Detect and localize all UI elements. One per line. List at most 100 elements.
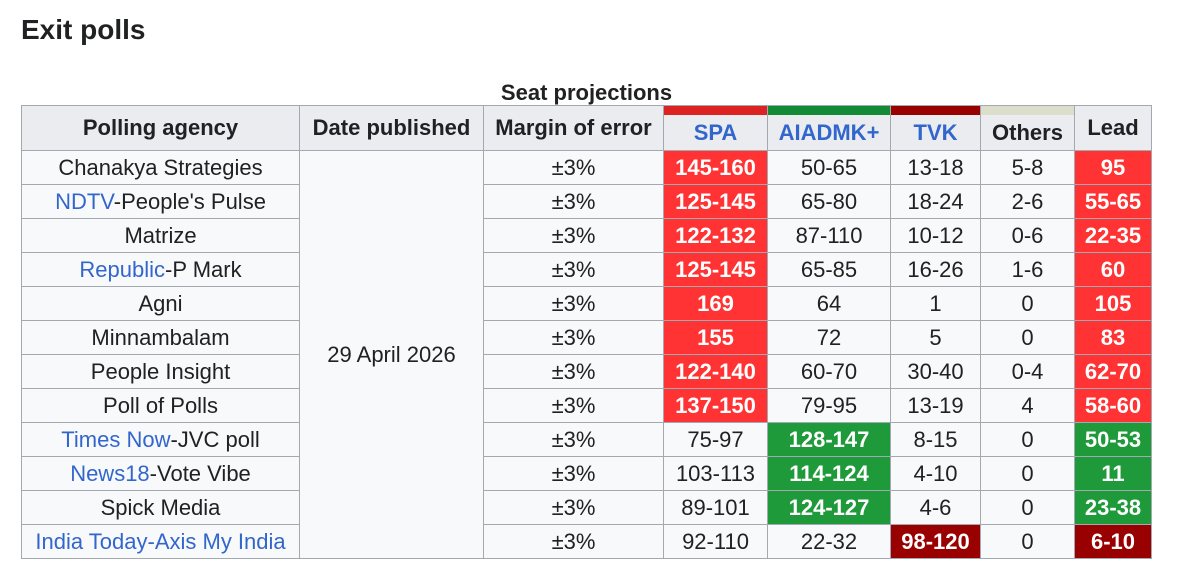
margin-cell: ±3% xyxy=(483,286,664,321)
agency-text: -Vote Vibe xyxy=(149,460,251,486)
agency-text: Minnambalam xyxy=(91,324,230,350)
data-row: NDTV-People's Pulse ±3% 125-145 65-80 18-24 2… xyxy=(21,184,1152,219)
seat-cell: 0-4 xyxy=(980,354,1075,389)
agency-link[interactable]: Republic xyxy=(79,256,165,282)
seat-cell: 122-132 xyxy=(663,218,768,253)
margin-cell: ±3% xyxy=(483,490,664,525)
party-name[interactable]: AIADMK+ xyxy=(778,120,880,145)
data-row: Poll of Polls ±3% 137-150 79-95 13-19 4 58-60 xyxy=(21,388,1152,423)
seat-cell: 75-97 xyxy=(663,422,768,457)
seat-cell: 4 xyxy=(980,388,1075,423)
header: Polling agency xyxy=(21,105,300,151)
header: Margin of error xyxy=(483,105,664,151)
agency-cell: People Insight xyxy=(21,354,300,389)
agency-cell: Matrize xyxy=(21,218,300,253)
seat-cell: 145-160 xyxy=(663,150,768,185)
seat-cell: 4-10 xyxy=(890,456,981,491)
agency-cell: News18-Vote Vibe xyxy=(21,456,300,491)
margin-cell: ±3% xyxy=(483,388,664,423)
agency-link[interactable]: News18 xyxy=(70,460,150,486)
seat-cell: 114-124 xyxy=(767,456,891,491)
party-header: Others xyxy=(980,105,1075,151)
lead-cell: 11 xyxy=(1074,456,1152,491)
margin-cell: ±3% xyxy=(483,524,664,559)
lead-cell: 50-53 xyxy=(1074,422,1152,457)
seat-cell: 128-147 xyxy=(767,422,891,457)
agency-text: Chanakya Strategies xyxy=(58,154,263,180)
agency-cell: NDTV-People's Pulse xyxy=(21,184,300,219)
header: Lead xyxy=(1074,105,1152,151)
agency-cell: India Today-Axis My India xyxy=(21,524,300,559)
lead-cell: 83 xyxy=(1074,320,1152,355)
agency-link[interactable]: India Today-Axis My India xyxy=(35,528,286,554)
seat-cell: 0 xyxy=(980,490,1075,525)
seat-cell: 4-6 xyxy=(890,490,981,525)
margin-cell: ±3% xyxy=(483,252,664,287)
lead-cell: 6-10 xyxy=(1074,524,1152,559)
agency-cell: Chanakya Strategies xyxy=(21,150,300,185)
seat-cell: 50-65 xyxy=(767,150,891,185)
table-wrap: Seat projections Polling agency Date pub… xyxy=(21,80,1152,559)
seat-cell: 122-140 xyxy=(663,354,768,389)
agency-text: Agni xyxy=(138,290,183,316)
seat-cell: 22-32 xyxy=(767,524,891,559)
seat-cell: 72 xyxy=(767,320,891,355)
seat-cell: 125-145 xyxy=(663,252,768,287)
seat-cell: 0 xyxy=(980,524,1075,559)
agency-text: Spick Media xyxy=(100,494,221,520)
margin-cell: ±3% xyxy=(483,184,664,219)
party-color-bar xyxy=(891,106,980,115)
margin-cell: ±3% xyxy=(483,422,664,457)
data-row: Agni ±3% 169 64 1 0 105 xyxy=(21,286,1152,321)
lead-cell: 58-60 xyxy=(1074,388,1152,423)
agency-text: -P Mark xyxy=(165,256,242,282)
seat-cell: 13-19 xyxy=(890,388,981,423)
lead-cell: 105 xyxy=(1074,286,1152,321)
party-color-bar xyxy=(981,106,1074,115)
seat-cell: 13-18 xyxy=(890,150,981,185)
party-name[interactable]: SPA xyxy=(693,120,738,145)
seat-cell: 1-6 xyxy=(980,252,1075,287)
margin-cell: ±3% xyxy=(483,354,664,389)
seat-cell: 64 xyxy=(767,286,891,321)
seat-cell: 2-6 xyxy=(980,184,1075,219)
party-color-bar xyxy=(664,106,767,115)
seat-cell: 98-120 xyxy=(890,524,981,559)
data-row: Minnambalam ±3% 155 72 5 0 83 xyxy=(21,320,1152,355)
seat-cell: 1 xyxy=(890,286,981,321)
margin-cell: ±3% xyxy=(483,320,664,355)
seat-cell: 5-8 xyxy=(980,150,1075,185)
agency-link[interactable]: Times Now xyxy=(61,426,171,452)
party-header: AIADMK+ xyxy=(767,105,891,151)
party-name: Others xyxy=(992,120,1063,145)
seat-cell: 0-6 xyxy=(980,218,1075,253)
agency-text: Poll of Polls xyxy=(103,392,218,418)
party-header: SPA xyxy=(663,105,768,151)
seat-cell: 18-24 xyxy=(890,184,981,219)
lead-cell: 95 xyxy=(1074,150,1152,185)
seat-cell: 0 xyxy=(980,456,1075,491)
header: Date published xyxy=(299,105,484,151)
data-row: Republic-P Mark ±3% 125-145 65-85 16-26 1-6 60 xyxy=(21,252,1152,287)
seat-cell: 8-15 xyxy=(890,422,981,457)
seat-cell: 169 xyxy=(663,286,768,321)
party-name[interactable]: TVK xyxy=(913,120,958,145)
seat-cell: 103-113 xyxy=(663,456,768,491)
agency-cell: Spick Media xyxy=(21,490,300,525)
margin-cell: ±3% xyxy=(483,150,664,185)
party-color-bar xyxy=(768,106,890,115)
data-row: Spick Media ±3% 89-101 124-127 4-6 0 23-38 xyxy=(21,490,1152,525)
heading: Exit polls xyxy=(21,14,146,45)
seat-cell: 0 xyxy=(980,320,1075,355)
seat-cell: 137-150 xyxy=(663,388,768,423)
lead-cell: 22-35 xyxy=(1074,218,1152,253)
seat-cell: 155 xyxy=(663,320,768,355)
date-cell: 29 April 2026 xyxy=(299,150,484,559)
seat-cell: 65-85 xyxy=(767,252,891,287)
data-row: Times Now-JVC poll ±3% 75-97 128-147 8-15 0 50… xyxy=(21,422,1152,457)
seat-cell: 92-110 xyxy=(663,524,768,559)
seat-cell: 124-127 xyxy=(767,490,891,525)
agency-link[interactable]: NDTV xyxy=(55,188,114,214)
seat-cell: 65-80 xyxy=(767,184,891,219)
